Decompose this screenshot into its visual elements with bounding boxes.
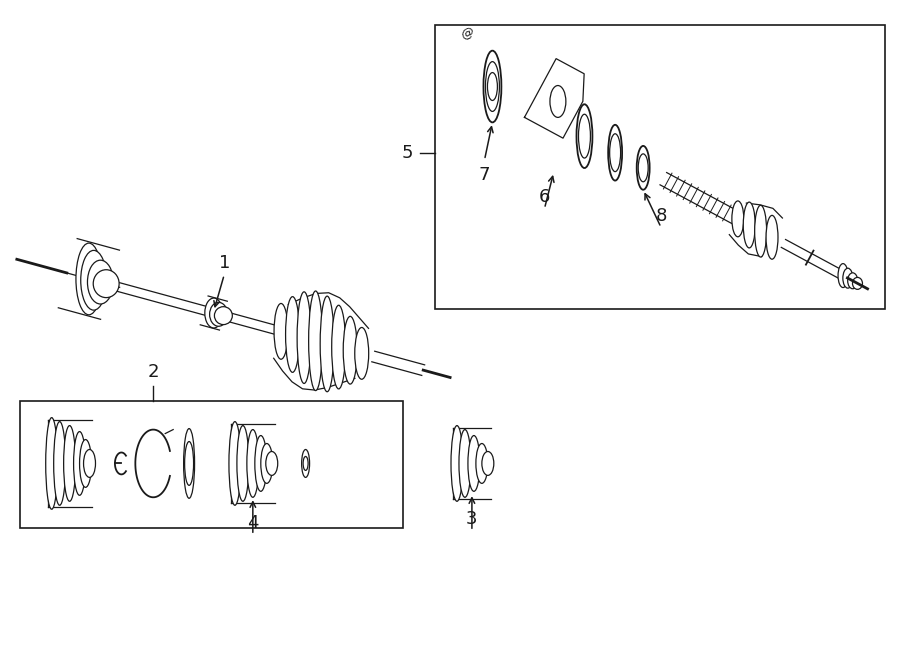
- Ellipse shape: [636, 146, 650, 190]
- Ellipse shape: [343, 317, 357, 384]
- Ellipse shape: [852, 278, 862, 290]
- Bar: [435, 25, 886, 309]
- Text: 4: 4: [248, 514, 258, 532]
- Ellipse shape: [84, 449, 95, 477]
- Ellipse shape: [608, 125, 622, 180]
- Ellipse shape: [638, 154, 648, 182]
- Ellipse shape: [76, 243, 102, 315]
- Ellipse shape: [64, 426, 76, 501]
- Ellipse shape: [261, 444, 273, 483]
- Ellipse shape: [237, 426, 248, 501]
- Ellipse shape: [482, 451, 494, 475]
- Ellipse shape: [87, 260, 113, 304]
- Ellipse shape: [74, 432, 86, 495]
- Ellipse shape: [609, 134, 621, 172]
- Ellipse shape: [488, 73, 498, 100]
- Ellipse shape: [743, 202, 755, 248]
- Ellipse shape: [579, 114, 590, 158]
- Ellipse shape: [255, 436, 266, 491]
- Ellipse shape: [355, 327, 369, 379]
- Ellipse shape: [205, 298, 222, 328]
- Ellipse shape: [320, 296, 334, 392]
- Ellipse shape: [766, 215, 778, 259]
- Ellipse shape: [843, 268, 853, 288]
- Bar: [20, 401, 403, 528]
- Ellipse shape: [309, 291, 322, 391]
- Text: 8: 8: [655, 207, 667, 225]
- Ellipse shape: [94, 270, 119, 297]
- Ellipse shape: [247, 430, 259, 497]
- Ellipse shape: [184, 428, 194, 498]
- Ellipse shape: [54, 422, 66, 505]
- Text: 7: 7: [479, 166, 490, 184]
- Ellipse shape: [184, 442, 194, 485]
- Ellipse shape: [79, 440, 92, 487]
- Ellipse shape: [451, 426, 463, 501]
- Ellipse shape: [838, 264, 848, 288]
- Ellipse shape: [468, 436, 480, 491]
- Ellipse shape: [755, 206, 767, 257]
- Ellipse shape: [210, 302, 228, 327]
- Ellipse shape: [459, 430, 471, 497]
- Ellipse shape: [297, 292, 311, 383]
- Text: 2: 2: [148, 363, 159, 381]
- Ellipse shape: [302, 449, 310, 477]
- Text: 3: 3: [466, 510, 478, 528]
- Ellipse shape: [476, 444, 488, 483]
- Ellipse shape: [214, 307, 232, 325]
- Ellipse shape: [848, 273, 858, 289]
- Ellipse shape: [332, 305, 346, 389]
- Ellipse shape: [229, 422, 241, 505]
- Text: 6: 6: [539, 188, 550, 206]
- Ellipse shape: [577, 104, 592, 168]
- Ellipse shape: [732, 201, 743, 237]
- Ellipse shape: [46, 418, 58, 509]
- Polygon shape: [525, 59, 584, 138]
- Text: 1: 1: [219, 254, 230, 272]
- Ellipse shape: [274, 303, 288, 359]
- Ellipse shape: [550, 85, 566, 118]
- Ellipse shape: [483, 51, 501, 122]
- Ellipse shape: [285, 297, 300, 372]
- Ellipse shape: [81, 251, 106, 310]
- Ellipse shape: [303, 457, 308, 471]
- Text: @: @: [459, 25, 475, 42]
- Text: 5: 5: [401, 144, 413, 162]
- Ellipse shape: [485, 61, 500, 112]
- Ellipse shape: [266, 451, 278, 475]
